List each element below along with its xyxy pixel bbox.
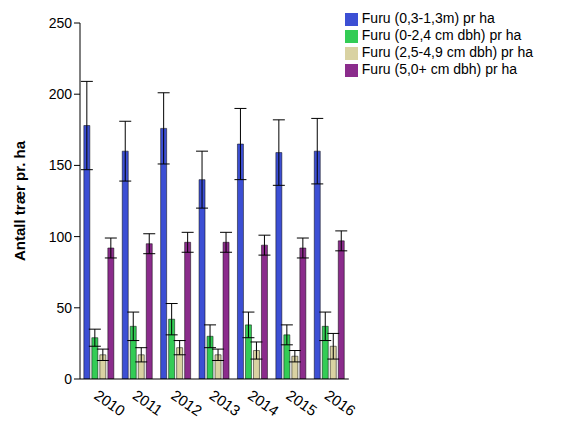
svg-text:150: 150 <box>49 157 73 173</box>
html-text:Furu (0-2,4 cm dbh) pr ha: Furu (0-2,4 cm dbh) pr ha <box>361 27 522 43</box>
svg-text:2011: 2011 <box>130 386 166 418</box>
svg-text:2012: 2012 <box>168 386 205 419</box>
html-text:Furu (2,5-4,9 cm dbh) pr ha: Furu (2,5-4,9 cm dbh) pr ha <box>361 44 533 60</box>
svg-text:250: 250 <box>49 15 73 31</box>
svg-text:Antall trær pr. ha: Antall trær pr. ha <box>11 140 28 261</box>
svg-text:2016: 2016 <box>322 386 359 419</box>
html-text:Furu (0,3-1,3m) pr ha: Furu (0,3-1,3m) pr ha <box>361 10 495 26</box>
svg-text:100: 100 <box>49 229 73 245</box>
html-text:Furu (5,0+ cm dbh) pr ha: Furu (5,0+ cm dbh) pr ha <box>361 61 518 77</box>
svg-text:200: 200 <box>49 86 73 102</box>
svg-text:2014: 2014 <box>245 386 282 419</box>
svg-text:50: 50 <box>56 300 72 316</box>
svg-text:0: 0 <box>64 371 72 387</box>
svg-text:2013: 2013 <box>207 386 244 419</box>
svg-text:2010: 2010 <box>91 386 128 419</box>
svg-text:2015: 2015 <box>283 386 320 419</box>
